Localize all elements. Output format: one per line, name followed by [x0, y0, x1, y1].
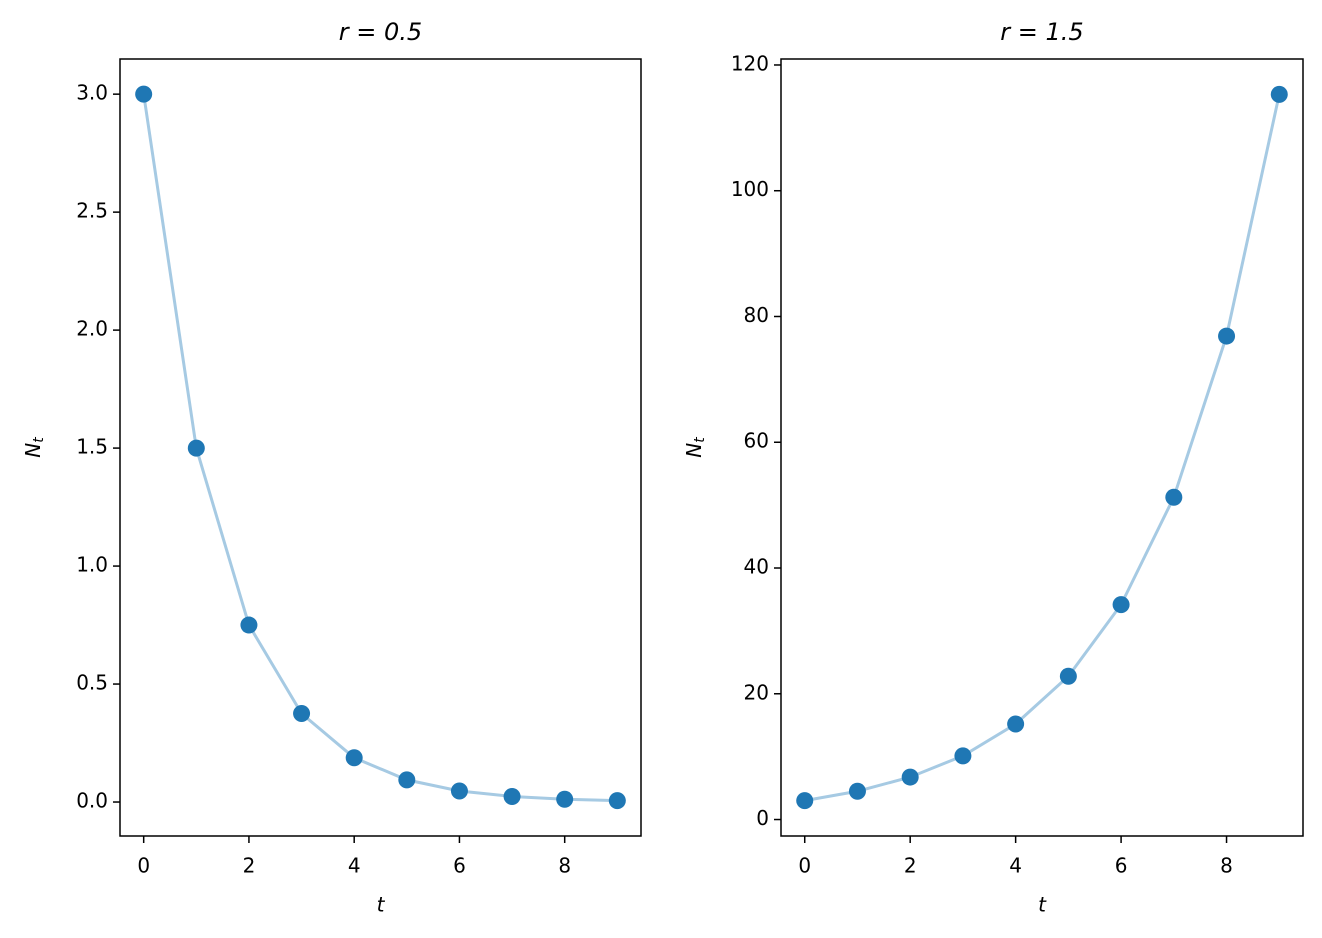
x-axis-label: t [377, 893, 386, 917]
x-tick-label: 0 [137, 854, 150, 878]
y-tick-label: 20 [744, 680, 769, 704]
y-tick-label: 1.0 [76, 553, 108, 577]
data-point [1059, 667, 1077, 685]
series-line [142, 93, 618, 803]
data-point [848, 782, 866, 800]
data-point [901, 768, 919, 786]
chart-title: r = 0.5 [339, 18, 422, 46]
y-axis-label: Nt [682, 437, 709, 458]
data-point [293, 705, 311, 723]
data-point [1165, 488, 1183, 506]
data-point [345, 749, 363, 767]
data-point [796, 792, 814, 810]
x-tick-label: 8 [558, 854, 571, 878]
data-point [503, 787, 521, 805]
y-tick-label: 2.0 [76, 317, 108, 341]
y-tick-label: 3.0 [76, 81, 108, 105]
data-point [1218, 327, 1236, 345]
y-tick-label: 120 [731, 51, 769, 75]
y-tick-label: 1.5 [76, 435, 108, 459]
x-tick-label: 6 [453, 854, 466, 878]
data-point [1112, 596, 1130, 614]
x-tick-label: 8 [1220, 854, 1233, 878]
data-point [135, 85, 153, 103]
y-tick-label: 40 [744, 555, 769, 579]
plot-frame [780, 58, 1304, 837]
x-tick-label: 0 [798, 854, 811, 878]
x-tick-label: 4 [348, 854, 361, 878]
data-point [240, 616, 258, 634]
y-tick-label: 0.0 [76, 789, 108, 813]
data-point [1007, 715, 1025, 733]
data-point [450, 782, 468, 800]
x-tick-label: 2 [904, 854, 917, 878]
x-tick-label: 4 [1009, 854, 1022, 878]
y-tick-label: 80 [744, 303, 769, 327]
data-point [556, 790, 574, 808]
chart-title: r = 1.5 [1000, 18, 1083, 46]
x-tick-label: 6 [1115, 854, 1128, 878]
data-point [187, 439, 205, 457]
y-tick-label: 100 [731, 177, 769, 201]
data-point [1270, 85, 1288, 103]
y-tick-label: 0.5 [76, 671, 108, 695]
x-axis-label: t [1038, 893, 1047, 917]
y-axis-label: Nt [21, 437, 48, 458]
data-point [398, 771, 416, 789]
series-line [804, 94, 1281, 803]
data-point [608, 792, 626, 810]
data-point [954, 747, 972, 765]
y-tick-label: 60 [744, 429, 769, 453]
y-tick-label: 0 [756, 806, 769, 830]
y-tick-label: 2.5 [76, 199, 108, 223]
x-tick-label: 2 [243, 854, 256, 878]
